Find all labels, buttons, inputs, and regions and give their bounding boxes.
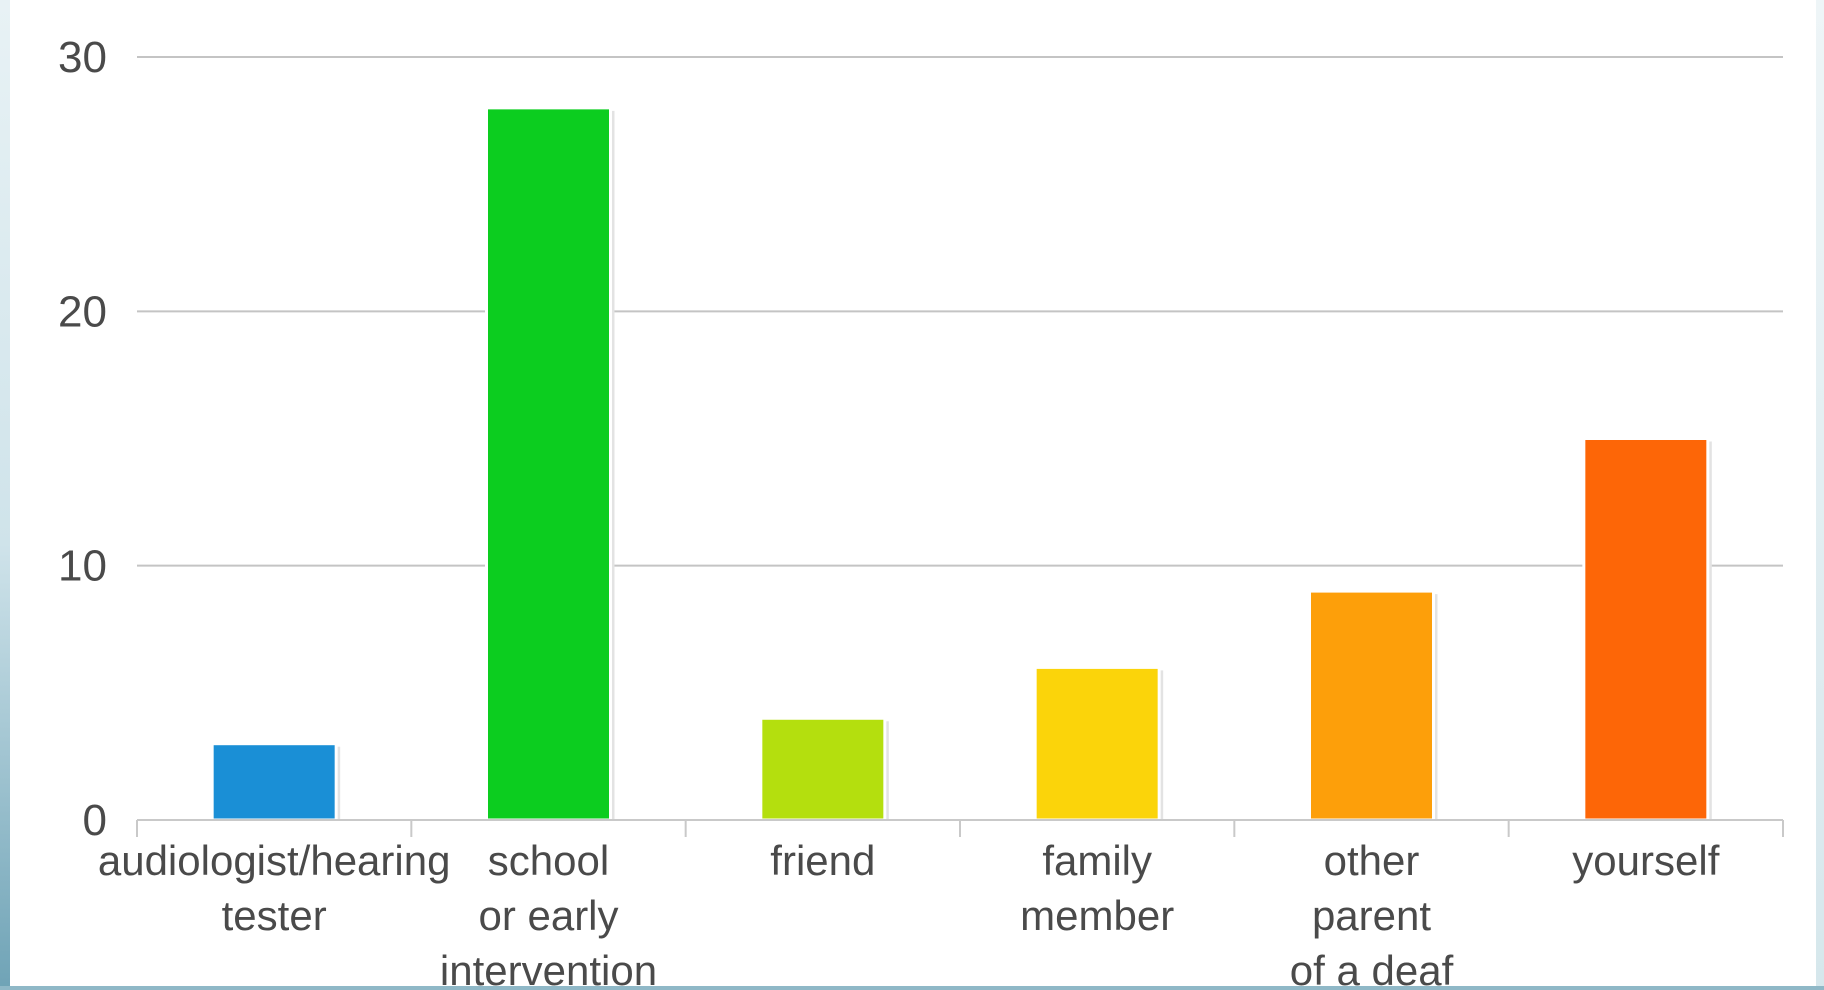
bar-6 [1582, 437, 1710, 822]
left-edge-decoration [0, 0, 10, 990]
bar-2 [485, 106, 612, 822]
y-tick-label-20: 20 [58, 287, 107, 336]
bar-5 [1308, 589, 1435, 822]
bars [210, 106, 1712, 822]
bar-4 [1033, 665, 1161, 822]
y-tick-label-30: 30 [58, 33, 107, 82]
bar-3 [759, 716, 887, 822]
right-edge-decoration [1816, 0, 1824, 990]
y-tick-labels: 0 10 20 30 [58, 33, 107, 845]
x-tick-label-5: other parent of a deaf [1290, 837, 1454, 990]
axes [136, 819, 1784, 837]
bar-1 [210, 742, 338, 822]
x-tick-label-2: school or early intervention [440, 837, 657, 990]
y-tick-label-0: 0 [83, 796, 107, 845]
x-tick-label-4: family member [1020, 837, 1174, 939]
x-tick-label-6: yourself [1572, 837, 1719, 884]
grid-lines [137, 56, 1783, 567]
bottom-edge-decoration [0, 986, 1824, 990]
x-tick-label-3: friend [770, 837, 875, 884]
x-tick-label-1: audiologist/hearing tester [98, 837, 451, 939]
y-tick-label-10: 10 [58, 542, 107, 591]
